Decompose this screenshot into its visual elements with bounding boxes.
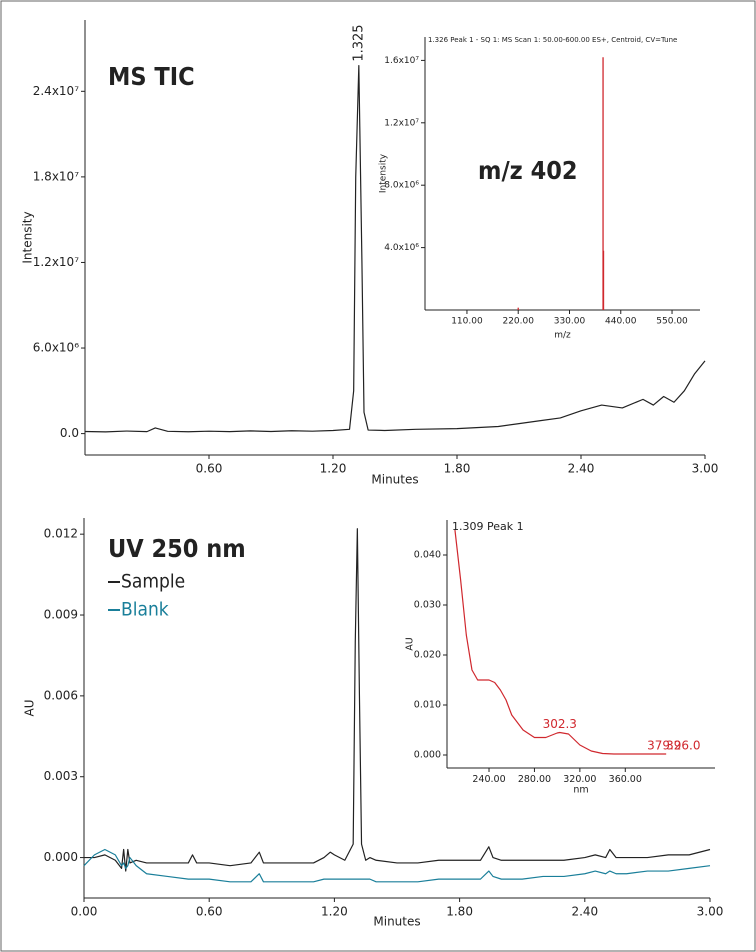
y-axis-label: AU (23, 700, 37, 717)
chart: 4.0x10⁶ 8.0x10⁶ 1.2x10⁷ 1.6x10⁷ 110.00 220.00… (378, 28, 704, 346)
y-tick-label: 1.6x10⁷ (384, 56, 419, 66)
x-tick-label: 1.80 (444, 462, 471, 476)
x-axis-label: m/z (554, 331, 571, 341)
y-tick-label: 0.0 (60, 426, 79, 440)
y-tick-label: 0.000 (44, 850, 78, 864)
y-tick-label: 1.8x10⁷ (33, 169, 79, 183)
x-tick-label: 0.60 (196, 905, 223, 919)
annotation: MS TIC (108, 62, 195, 91)
x-tick-label: 2.40 (568, 462, 595, 476)
annotation: UV 250 nm (108, 534, 246, 563)
series-line (84, 528, 711, 872)
chart: 0.0 6.0x10⁶ 1.2x10⁷ 1.8x10⁷ 2.4x10⁷ 0.60 1.20 1… (21, 20, 719, 487)
x-tick-label: 3.00 (697, 905, 724, 919)
x-tick-label: 360.00 (609, 774, 642, 785)
chart: 0.000 0.010 0.020 0.030 0.040 240.00 280.00 320… (402, 518, 752, 798)
x-tick-label: 220.00 (502, 317, 534, 327)
chart-title: 1.309 Peak 1 (452, 520, 524, 533)
x-tick-label: 0.00 (71, 905, 98, 919)
y-tick-label: 0.000 (414, 750, 441, 761)
y-tick-label: 2.4x10⁷ (33, 84, 79, 98)
y-tick-label: 0.006 (44, 688, 78, 702)
chart: 0.000 0.003 0.006 0.009 0.012 0.00 0.60 1.20 1.8… (23, 518, 724, 929)
x-tick-label: 550.00 (656, 317, 688, 327)
y-axis-label: Intensity (21, 211, 35, 263)
x-tick-label: 2.40 (571, 905, 598, 919)
x-tick-label: 280.00 (518, 774, 551, 785)
y-tick-label: 0.012 (44, 527, 78, 541)
x-tick-label: 3.00 (692, 462, 719, 476)
x-axis-label: Minutes (371, 473, 418, 487)
inset-background (378, 28, 704, 346)
y-tick-label: 0.030 (414, 600, 441, 611)
x-axis-label: Minutes (373, 915, 420, 929)
x-tick-label: 0.60 (196, 462, 223, 476)
y-tick-label: 0.040 (414, 550, 441, 561)
peak-label: 379.2 (647, 739, 681, 753)
y-axis-label: Intensity (379, 153, 389, 193)
series-line (83, 848, 711, 883)
annotation: m/z 402 (478, 156, 578, 185)
y-tick-label: 0.010 (414, 700, 441, 711)
y-axis-label: AU (405, 637, 416, 650)
series-line (454, 529, 667, 755)
y-tick-label: 8.0x10⁶ (384, 181, 419, 191)
y-tick-label: 0.009 (44, 608, 78, 622)
x-tick-label: 440.00 (605, 317, 637, 327)
x-tick-label: 1.80 (446, 905, 473, 919)
x-tick-label: 110.00 (451, 317, 483, 327)
y-tick-label: 0.020 (414, 650, 441, 661)
y-tick-label: 1.2x10⁷ (33, 255, 79, 269)
peak-label: 1.325 (351, 24, 366, 61)
peak-label: 396.0 (666, 739, 700, 753)
y-tick-label: 6.0x10⁶ (33, 341, 79, 355)
legend-label: Blank (121, 599, 169, 621)
x-tick-label: 1.20 (320, 462, 347, 476)
inset-background (402, 518, 752, 798)
peak-label: 302.3 (543, 717, 577, 731)
y-tick-label: 1.2x10⁷ (384, 118, 419, 128)
series-line (84, 65, 706, 433)
x-tick-label: 1.20 (321, 905, 348, 919)
x-axis-label: nm (573, 785, 588, 796)
x-tick-label: 330.00 (554, 317, 586, 327)
y-tick-label: 4.0x10⁶ (384, 243, 419, 253)
chart-title: 1.326 Peak 1 - SQ 1: MS Scan 1: 50.00-60… (428, 36, 677, 44)
x-tick-label: 240.00 (472, 774, 505, 785)
legend-label: Sample (121, 571, 185, 593)
y-tick-label: 0.003 (44, 769, 78, 783)
x-tick-label: 320.00 (563, 774, 596, 785)
